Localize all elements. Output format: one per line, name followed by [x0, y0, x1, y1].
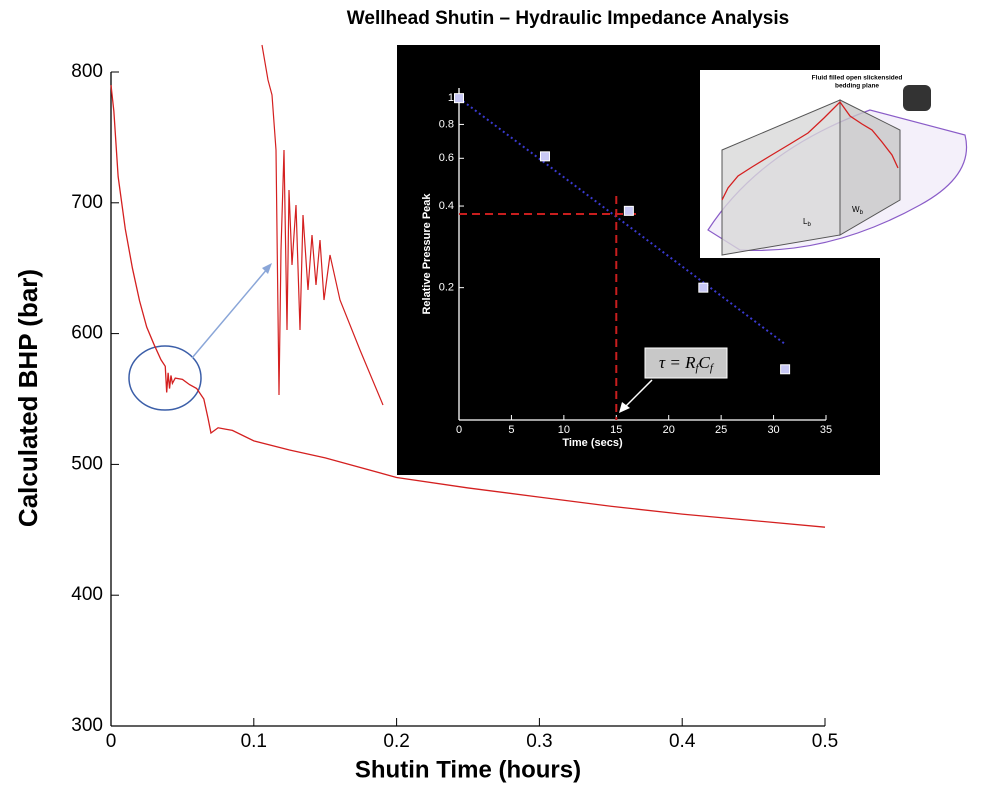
length-label-sub: b: [807, 222, 811, 228]
y-tick-label: 700: [71, 192, 103, 213]
y-tick-label: 0.2: [439, 282, 454, 294]
data-point: [698, 282, 709, 293]
y-tick-label: 0.6: [439, 152, 454, 164]
length-label-text: L: [803, 217, 808, 226]
plane-w: [839, 99, 901, 236]
equation-arrow: [623, 379, 653, 409]
x-tick-label: 0.2: [383, 731, 409, 752]
x-tick-label: 0: [106, 731, 117, 752]
x-tick-label: 0.5: [812, 731, 838, 752]
equation-part: C: [699, 353, 711, 372]
data-point: [780, 364, 791, 375]
fit-line: [458, 97, 787, 346]
x-tick-label: 25: [715, 424, 727, 436]
x-tick-label: 15: [610, 424, 622, 436]
x-tick-label: 20: [663, 424, 675, 436]
x-tick-label: 0.1: [241, 731, 267, 752]
length-label: Lb: [803, 217, 811, 227]
fault-diagram: Fluid filled open slickensided bedding p…: [700, 70, 972, 258]
width-label: Wb: [852, 205, 864, 215]
y-tick-label: 600: [71, 323, 103, 344]
plot-1: 0 5 10 15 20 25 30 35 0.2 0.4 0.6 0.8 1 Time (secs) Re…: [421, 88, 832, 449]
equation-part: τ = R: [659, 353, 696, 372]
x-tick-label: 10: [558, 424, 570, 436]
width-label-text: W: [852, 205, 860, 214]
y-tick-label: 1: [448, 92, 454, 104]
zoom-detail: [261, 44, 384, 406]
x-axis-title: Shutin Time (hours): [355, 756, 581, 783]
y-tick-label: 0.8: [439, 118, 454, 130]
chart-title: Wellhead Shutin – Hydraulic Impedance An…: [347, 8, 789, 29]
y-tick-label: 800: [71, 61, 103, 82]
data-point: [539, 151, 550, 162]
y-tick-label: 500: [71, 453, 103, 474]
data-line: [110, 85, 826, 528]
equation-sub: f: [710, 362, 715, 374]
x-tick-label: 35: [820, 424, 832, 436]
data-point: [454, 93, 464, 104]
x-axis-title: Time (secs): [562, 437, 623, 449]
equation: τ = RfCf: [659, 353, 715, 374]
width-label-sub: b: [860, 210, 864, 216]
profile: [721, 100, 899, 201]
y-axis-title: Calculated BHP (bar): [13, 269, 43, 527]
y-axis-title: Relative Pressure Peak: [421, 193, 433, 315]
x-tick-label: 0: [456, 424, 462, 436]
diagram-caption: Fluid filled open slickensided: [812, 75, 903, 82]
zoom-arrowhead: [262, 263, 272, 274]
y-tick-label: 0.4: [439, 200, 454, 212]
diagram-caption: bedding plane: [835, 83, 879, 90]
equation-box: [644, 347, 728, 379]
x-tick-label: 5: [508, 424, 514, 436]
zoom-arrow: [191, 267, 269, 359]
data-point: [623, 205, 634, 216]
y-tick-label: 400: [71, 584, 103, 605]
zoom-circle: [128, 345, 202, 411]
equation-sub: f: [695, 362, 700, 374]
y-tick-label: 300: [71, 715, 103, 736]
core-icon: [903, 85, 931, 111]
equation-arrowhead: [619, 402, 630, 413]
x-tick-label: 0.4: [669, 731, 696, 752]
x-tick-label: 0.3: [526, 731, 552, 752]
x-tick-label: 30: [767, 424, 779, 436]
